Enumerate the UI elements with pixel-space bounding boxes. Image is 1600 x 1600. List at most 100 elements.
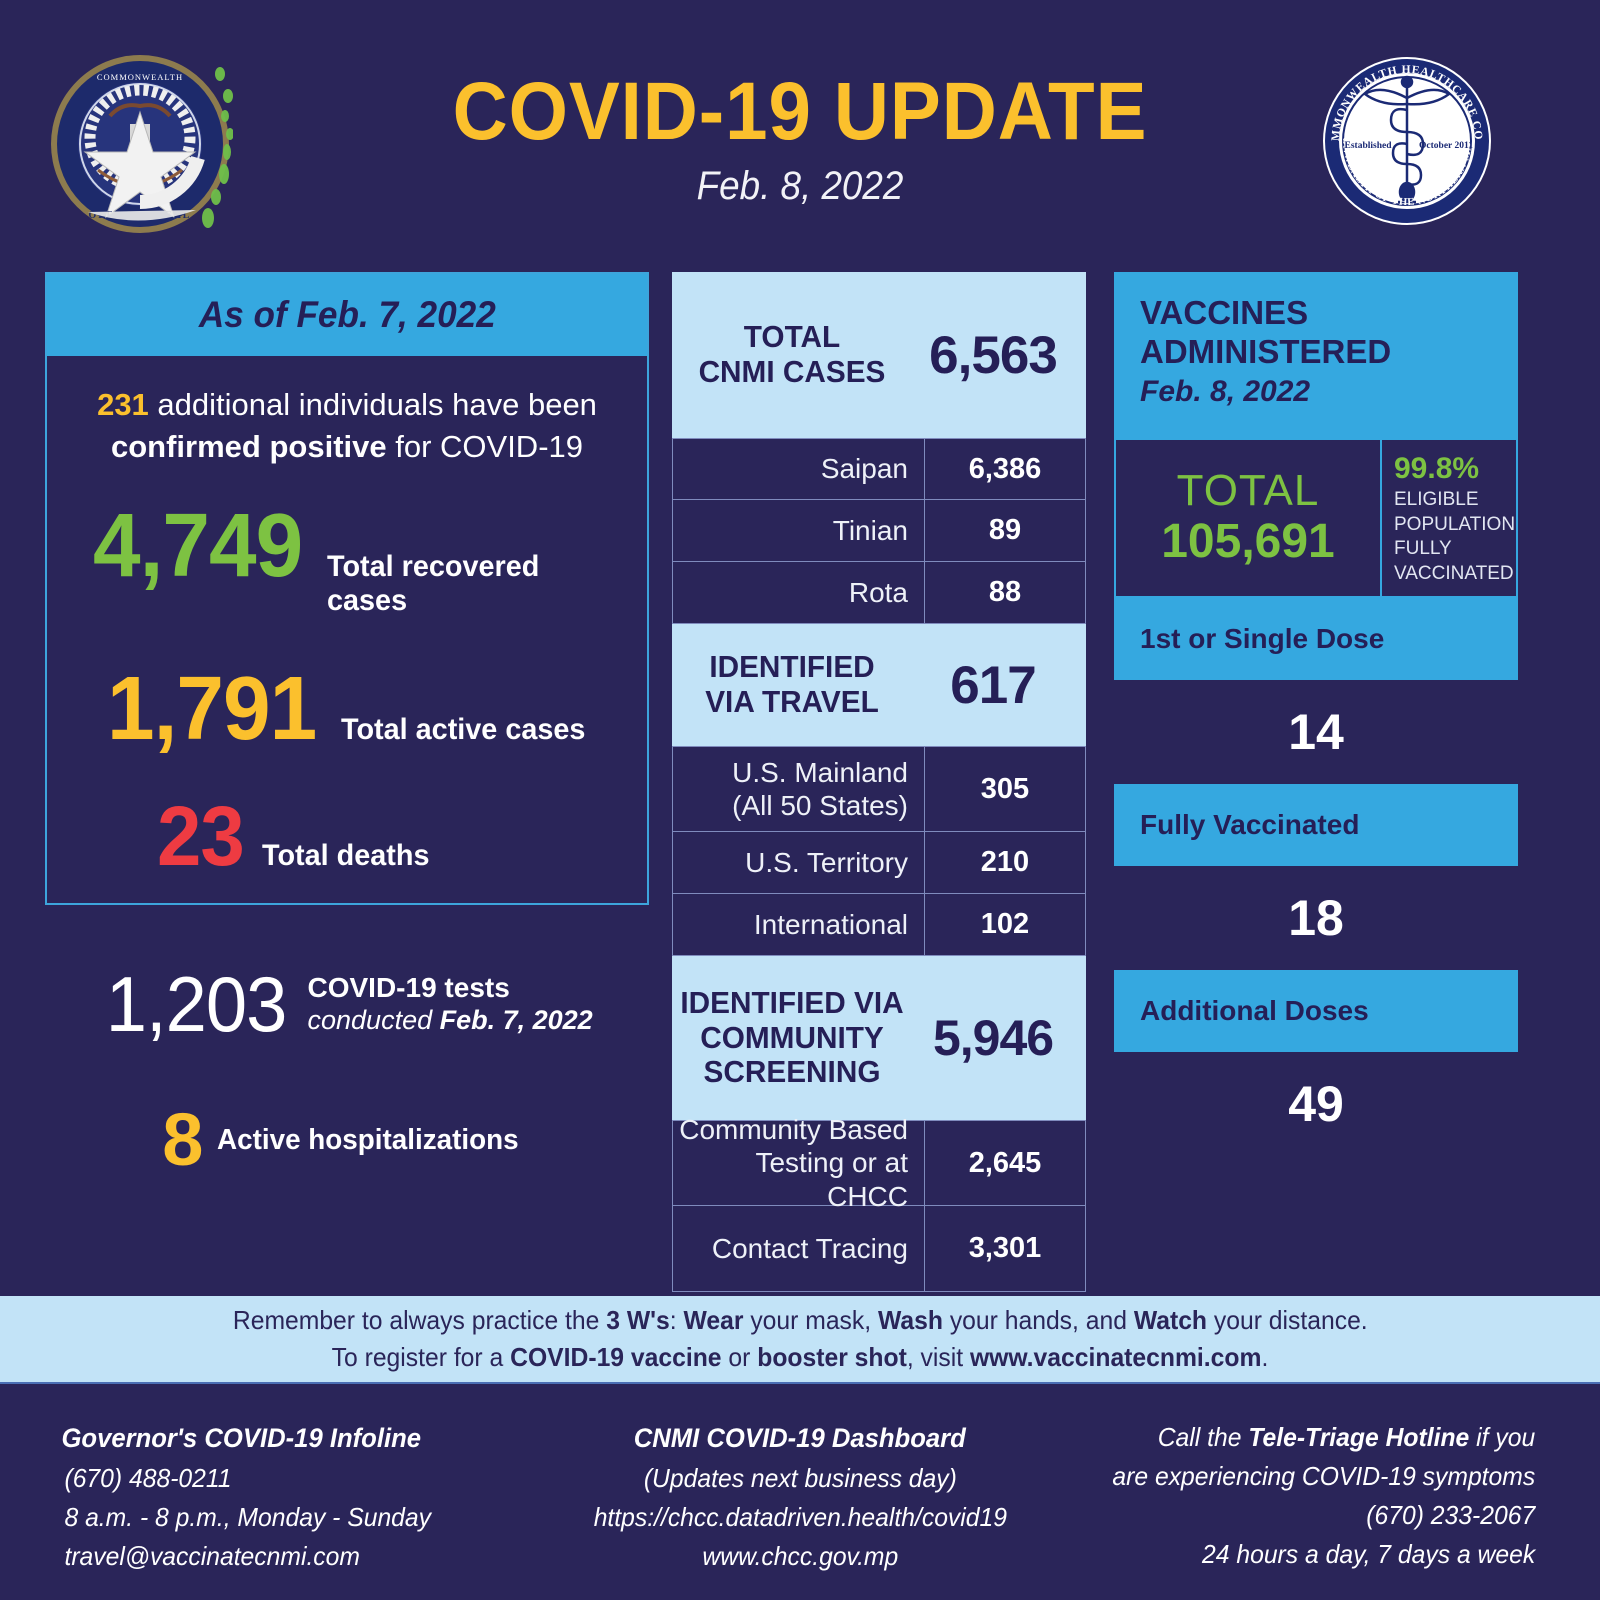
dashboard-url[interactable]: https://chcc.datadriven.health/covid19 xyxy=(593,1501,1007,1532)
page-date: Feb. 8, 2022 xyxy=(696,163,904,208)
lead-text-bold: confirmed positive xyxy=(111,428,387,464)
hospitalizations-row: 8 Active hospitalizations xyxy=(45,1103,649,1177)
travel-label-line2: VIA TRAVEL xyxy=(705,684,879,719)
row-label-line1: U.S. Mainland xyxy=(732,756,908,788)
pct-caption-line3: FULLY xyxy=(1394,538,1452,560)
tt-c: if you xyxy=(1469,1422,1536,1452)
header: COMMONWEALTH OFFICIAL SEAL COVID-19 UPDA… xyxy=(0,0,1600,250)
row-label: International xyxy=(673,894,925,955)
chcc-url[interactable]: www.chcc.gov.mp xyxy=(702,1540,898,1571)
infoline-title: Governor's COVID-19 Infoline xyxy=(61,1423,422,1453)
tele-triage-name: Tele-Triage Hotline xyxy=(1248,1422,1470,1452)
dashboard-title: CNMI COVID-19 Dashboard xyxy=(633,1423,967,1453)
table-row: Saipan 6,386 xyxy=(672,438,1086,500)
row-value: 102 xyxy=(980,908,1030,940)
bl1a: Remember to always practice the xyxy=(232,1305,606,1336)
contacts-footer: Governor's COVID-19 Infoline (670) 488-0… xyxy=(0,1390,1600,1600)
svg-text:Established: Established xyxy=(1345,141,1393,151)
row-label: Saipan xyxy=(673,439,925,499)
tele-triage-phone[interactable]: (670) 233-2067 xyxy=(1366,1500,1536,1530)
row-value: 3,301 xyxy=(968,1232,1042,1264)
table-row: Community Based Testing or at CHCC 2,645 xyxy=(672,1114,1086,1212)
row-label: Community Based Testing or at CHCC xyxy=(673,1114,925,1212)
row-label: Rota xyxy=(673,562,925,623)
pct-caption-line2: POPULATION xyxy=(1394,513,1516,535)
tests-label-line2: conducted Feb. 7, 2022 xyxy=(308,1004,593,1036)
stat-active: 1,791 Total active cases xyxy=(77,664,617,754)
row-value: 88 xyxy=(988,576,1022,608)
community-label-line1: IDENTIFIED VIA xyxy=(680,984,904,1020)
community-screening-label: IDENTIFIED VIA COMMUNITY SCREENING xyxy=(677,984,907,1090)
as-of-header: As of Feb. 7, 2022 xyxy=(47,274,647,356)
active-value: 1,791 xyxy=(107,659,317,760)
infoline-hours: 8 a.m. - 8 p.m., Monday - Sunday xyxy=(64,1501,432,1532)
tests-value: 1,203 xyxy=(106,960,288,1048)
new-cases-sentence: 231 additional individuals have been con… xyxy=(77,384,617,467)
travel-header: IDENTIFIED VIA TRAVEL 617 xyxy=(672,624,1086,746)
tele-triage-line2: are experiencing COVID-19 symptoms xyxy=(1112,1461,1536,1491)
community-label-line2: COMMUNITY xyxy=(700,1019,884,1055)
stat-recovered: 4,749 Total recovered cases xyxy=(77,501,617,618)
contact-dashboard: CNMI COVID-19 Dashboard (Updates next bu… xyxy=(551,1390,1050,1600)
row-value: 210 xyxy=(980,846,1030,878)
total-cases-value: 6,563 xyxy=(929,325,1058,385)
table-row: Rota 88 xyxy=(672,562,1086,624)
travel-value: 617 xyxy=(950,655,1036,715)
as-of-panel: As of Feb. 7, 2022 231 additional indivi… xyxy=(45,272,649,905)
vaccinate-cnmi-url[interactable]: www.vaccinatecnmi.com xyxy=(969,1342,1262,1372)
row-label-line1: Community Based xyxy=(679,1114,908,1146)
vaccines-panel: VACCINES ADMINISTERED Feb. 8, 2022 TOTAL… xyxy=(1114,272,1518,1156)
row-value: 2,645 xyxy=(968,1146,1042,1179)
row-label: U.S. Territory xyxy=(673,832,925,893)
bl2a: To register for a xyxy=(331,1342,511,1372)
dose-label-additional: Additional Doses xyxy=(1114,970,1518,1052)
total-cases-label: TOTAL CNMI CASES xyxy=(677,320,907,389)
table-row: U.S. Territory 210 xyxy=(672,832,1086,894)
three-ws-line1: Remember to always practice the 3 W's: W… xyxy=(233,1302,1368,1339)
three-ws-band: Remember to always practice the 3 W's: W… xyxy=(0,1296,1600,1384)
bl1b: 3 W's xyxy=(605,1305,670,1336)
dose-label-fully: Fully Vaccinated xyxy=(1114,784,1518,866)
vaccines-pct-caption: ELIGIBLE POPULATION FULLY VACCINATED xyxy=(1394,488,1516,587)
tests-conducted-pre: conducted xyxy=(307,1004,440,1035)
table-row: International 102 xyxy=(672,894,1086,956)
lead-text-1: additional individuals have been xyxy=(148,387,597,422)
bl1i: your distance. xyxy=(1206,1305,1368,1336)
total-cases-header: TOTAL CNMI CASES 6,563 xyxy=(672,272,1086,438)
travel-label: IDENTIFIED VIA TRAVEL xyxy=(677,650,907,719)
vaccines-pct-block: 99.8% ELIGIBLE POPULATION FULLY VACCINAT… xyxy=(1382,440,1516,596)
bl1h: Watch xyxy=(1133,1305,1207,1336)
tests-label: COVID-19 tests conducted Feb. 7, 2022 xyxy=(308,972,593,1037)
infoline-phone[interactable]: (670) 488-0211 xyxy=(64,1462,232,1493)
row-value: 89 xyxy=(988,514,1022,546)
vaccines-date: Feb. 8, 2022 xyxy=(1140,375,1311,409)
hospitalizations-value: 8 xyxy=(162,1098,204,1181)
tests-row: 1,203 COVID-19 tests conducted Feb. 7, 2… xyxy=(45,965,649,1043)
vaccines-header: VACCINES ADMINISTERED Feb. 8, 2022 xyxy=(1114,272,1518,438)
chcc-seal-icon: COMMONWEALTH HEALTHCARE CORP. COMMONWEAL… xyxy=(1313,43,1496,230)
tests-conducted-date: Feb. 7, 2022 xyxy=(439,1004,593,1035)
cnmi-official-seal-icon: COMMONWEALTH OFFICIAL SEAL xyxy=(48,52,234,237)
row-label-line2: Testing or at CHCC xyxy=(755,1147,908,1212)
table-row: U.S. Mainland (All 50 States) 305 xyxy=(672,746,1086,832)
pct-caption-line1: ELIGIBLE xyxy=(1394,489,1479,510)
row-value: 305 xyxy=(980,772,1030,805)
title-block: COVID-19 UPDATE Feb. 8, 2022 xyxy=(330,70,1270,209)
contact-tele-triage: Call the Tele-Triage Hotline if you are … xyxy=(1049,1390,1600,1600)
row-label: Contact Tracing xyxy=(673,1206,925,1291)
bl2b: COVID-19 vaccine xyxy=(510,1342,722,1372)
cases-table: TOTAL CNMI CASES 6,563 Saipan 6,386 Tini… xyxy=(672,272,1086,1292)
vaccines-total-word: TOTAL xyxy=(1176,466,1320,516)
bl1c: : xyxy=(669,1305,684,1336)
total-cases-label-line2: CNMI CASES xyxy=(698,354,886,389)
deaths-label: Total deaths xyxy=(262,839,430,873)
infoline-email[interactable]: travel@vaccinatecnmi.com xyxy=(64,1540,360,1571)
tests-label-line1: COVID-19 tests xyxy=(307,971,510,1003)
bl1g: your hands, and xyxy=(942,1305,1134,1336)
dose-value-fully: 18 xyxy=(1114,866,1518,970)
svg-text:October 2011: October 2011 xyxy=(1419,141,1473,151)
bl2e: , visit xyxy=(906,1342,970,1372)
lead-text-2: for COVID-19 xyxy=(386,428,583,464)
new-cases-count: 231 xyxy=(97,387,149,422)
